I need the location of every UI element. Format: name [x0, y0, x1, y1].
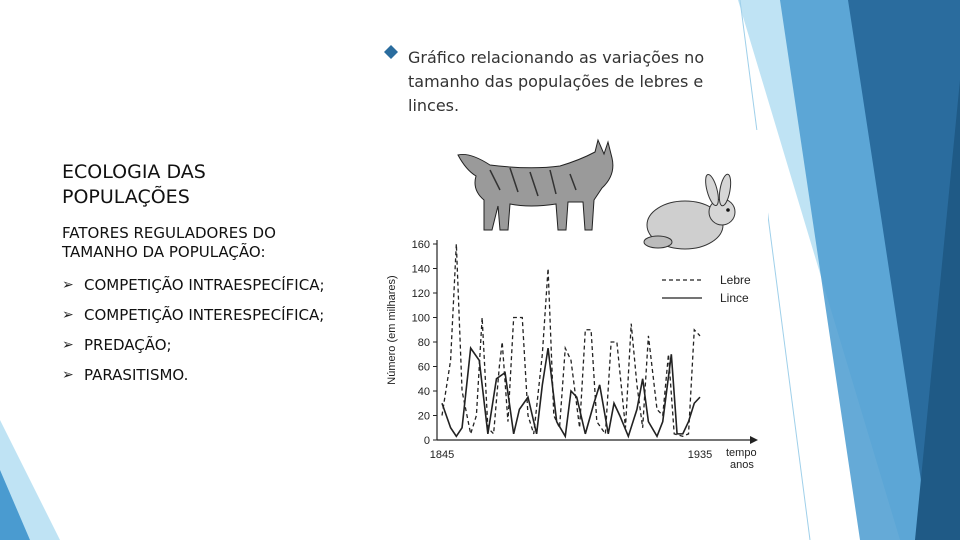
bullet-text: COMPETIÇÃO INTRAESPECÍFICA; — [84, 276, 325, 294]
list-item: ➢ COMPETIÇÃO INTRAESPECÍFICA; — [62, 276, 325, 306]
slide-subtitle: FATORES REGULADORES DO TAMANHO DA POPULA… — [62, 224, 276, 261]
y-axis-label: Número (em milhares) — [386, 275, 398, 384]
y-tick-label: 120 — [412, 288, 430, 300]
x-tick-label: 1845 — [430, 449, 454, 461]
diamond-bullet-icon — [384, 45, 398, 59]
facet-mid-left — [0, 470, 30, 540]
x-axis-label: tempo anos — [726, 447, 757, 471]
facet-line — [739, 0, 811, 540]
arrow-bullet-icon: ➢ — [62, 337, 74, 353]
y-tick-label: 80 — [418, 337, 430, 349]
list-item: ➢ COMPETIÇÃO INTERESPECÍFICA; — [62, 306, 325, 336]
y-tick-label: 100 — [412, 313, 430, 325]
figure-panel: Número (em milhares) 0 20 40 60 80 100 120 140 1… — [380, 130, 768, 475]
hare-illustration-icon — [643, 173, 736, 250]
bullet-list: ➢ COMPETIÇÃO INTRAESPECÍFICA; ➢ COMPETIÇÃO… — [62, 276, 325, 396]
facet-dark-2 — [915, 80, 960, 540]
y-tick-label: 0 — [424, 435, 430, 447]
legend-label-lebre: Lebre — [720, 273, 751, 287]
arrow-bullet-icon: ➢ — [62, 277, 74, 293]
y-tick-label: 60 — [418, 362, 430, 374]
series-line-lebre — [441, 243, 701, 438]
list-item: ➢ PREDAÇÃO; — [62, 336, 325, 366]
x-axis-label-line: tempo — [726, 447, 757, 459]
legend-label-lince: Lince — [720, 291, 749, 305]
legend: Lebre Lince — [662, 273, 751, 305]
arrow-bullet-icon: ➢ — [62, 307, 74, 323]
bullet-text: PARASITISMO. — [84, 366, 189, 384]
y-tick-label: 40 — [418, 386, 430, 398]
x-axis-label-line: anos — [730, 459, 754, 471]
figure-caption: Gráfico relacionando as variações no tam… — [408, 48, 705, 115]
bullet-text: COMPETIÇÃO INTERESPECÍFICA; — [84, 306, 325, 324]
population-chart: Número (em milhares) 0 20 40 60 80 100 120 140 1… — [386, 138, 758, 471]
arrow-bullet-icon: ➢ — [62, 367, 74, 383]
lynx-illustration-icon — [457, 138, 614, 231]
y-tick-label: 160 — [412, 239, 430, 251]
series-line-lince — [441, 345, 701, 439]
x-tick-label: 1935 — [688, 449, 712, 461]
slide-title: ECOLOGIA DAS POPULAÇÕES — [62, 161, 206, 208]
y-tick-label: 20 — [418, 411, 430, 423]
y-tick-label: 140 — [412, 264, 430, 276]
x-axis-arrow-icon — [750, 436, 758, 444]
bullet-text: PREDAÇÃO; — [84, 336, 172, 354]
list-item: ➢ PARASITISMO. — [62, 366, 325, 396]
